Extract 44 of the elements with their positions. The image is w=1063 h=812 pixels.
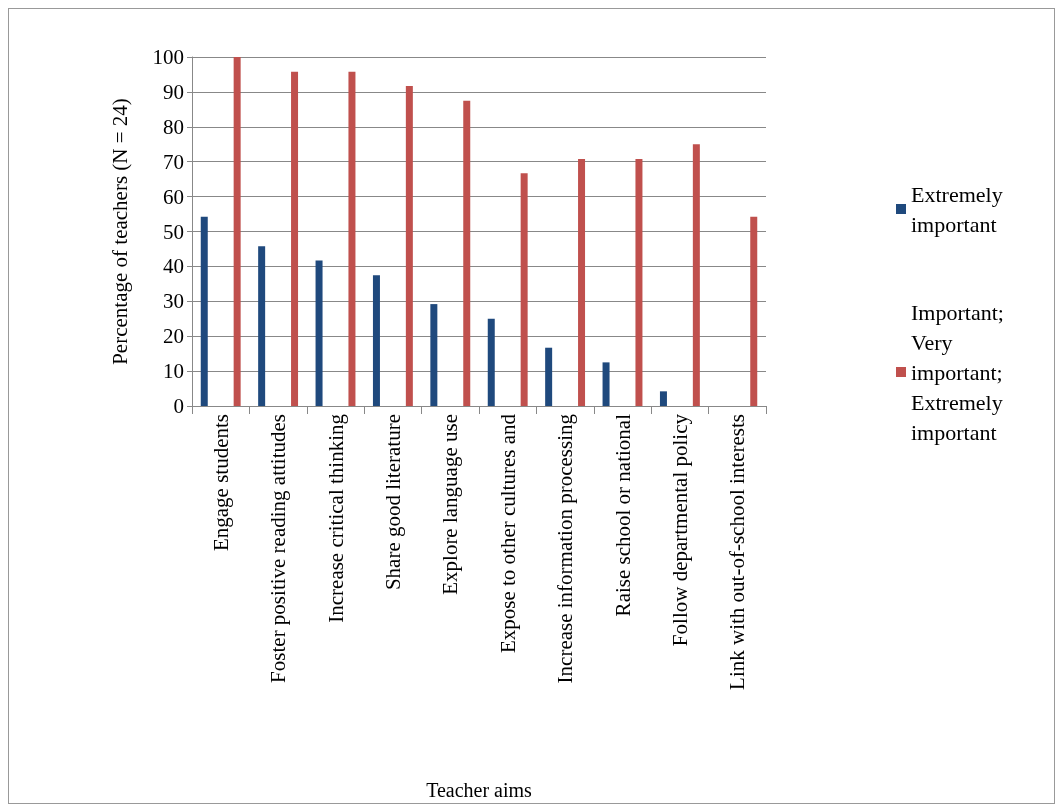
x-tick-label: Engage students (208, 414, 233, 552)
bar (291, 71, 299, 406)
y-tick-label: 80 (163, 114, 184, 139)
bar (578, 158, 586, 406)
x-tick-label: Share good literature (380, 414, 405, 591)
legend-label: Important; Very important; Extremely important (911, 299, 1010, 445)
y-tick-label: 40 (163, 254, 184, 279)
x-tick-label: Foster positive reading attitudes (266, 414, 291, 683)
bar (258, 246, 266, 406)
y-tick-label: 100 (152, 45, 184, 69)
x-tick-label: Explore language use (438, 414, 463, 595)
y-tick-label: 0 (173, 394, 184, 418)
bar (659, 391, 667, 406)
bar (545, 347, 553, 406)
bar (233, 57, 241, 406)
y-axis-title: Percentage of teachers (N = 24) (107, 98, 132, 365)
bar (348, 71, 356, 406)
legend-label: Extremely important (911, 181, 1009, 237)
y-tick-label: 10 (163, 359, 184, 384)
bar (520, 173, 528, 406)
y-tick-label: 30 (163, 289, 184, 314)
x-tick-label: Expose to other cultures and (495, 413, 520, 654)
y-tick-label: 50 (163, 219, 184, 244)
bar (315, 260, 323, 406)
bar (635, 158, 643, 406)
y-tick-label: 70 (163, 149, 184, 174)
bar (602, 362, 610, 406)
x-axis-title: Teacher aims (426, 779, 533, 801)
bar (372, 275, 380, 406)
bar (405, 85, 413, 406)
y-tick-label: 20 (163, 324, 184, 349)
bar (200, 216, 208, 406)
bar (463, 100, 471, 406)
x-tick-label: Increase information processing (553, 413, 578, 684)
x-tick-label: Increase critical thinking (323, 413, 348, 623)
bar (750, 216, 758, 406)
x-tick-label: Follow departmental policy (667, 413, 692, 647)
bar (692, 144, 700, 406)
x-tick-label: Raise school or national (610, 413, 635, 617)
bar (487, 318, 495, 406)
y-tick-label: 90 (163, 79, 184, 104)
x-tick-label: Link with out-of-school interests (725, 414, 750, 690)
bar (430, 304, 438, 406)
y-tick-label: 60 (163, 184, 184, 209)
